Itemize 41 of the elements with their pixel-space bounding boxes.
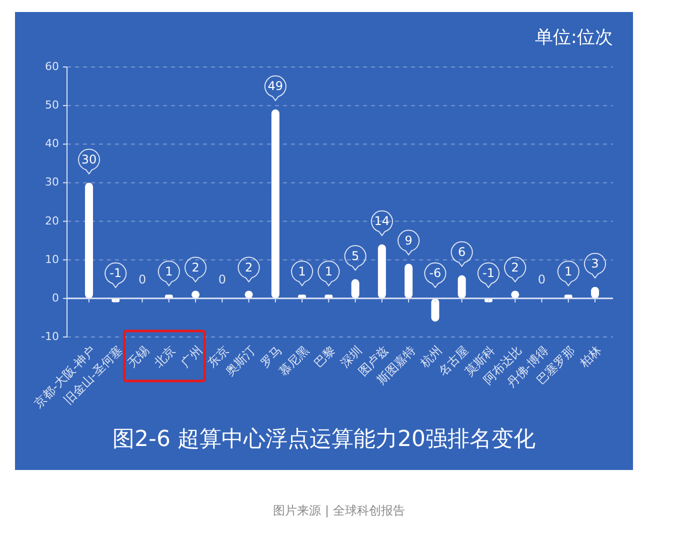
data-label: 30 [81,152,97,166]
y-tick-label: 50 [45,98,59,112]
data-label: 2 [244,260,253,274]
y-tick-label: 20 [45,214,59,228]
data-label: 1 [564,264,572,278]
y-tick-label: 10 [45,252,59,266]
x-tick-label: 无锡 [124,343,152,370]
bar [458,275,466,298]
data-label: 6 [458,245,466,260]
bar [271,109,280,298]
data-label: 0 [138,272,146,287]
x-tick-label: 北京 [151,343,178,370]
y-tick-label: 30 [45,176,59,189]
data-label: -1 [482,266,494,280]
bar [378,244,386,298]
data-label: 0 [218,272,226,287]
data-label: 1 [324,264,333,278]
y-tick-label: 0 [52,291,59,304]
x-tick-label: 巴黎 [311,343,338,370]
text: 图片来源 | 全球科创报告 [273,503,405,518]
y-tick-label: 40 [45,137,59,150]
data-label: 0 [538,272,546,287]
data-label: 1 [165,264,173,278]
text: 图2-6 超算中心浮点运算能力20强排名变化 [112,427,536,452]
x-tick-label: 广州 [178,343,205,370]
data-label: 9 [404,233,412,248]
data-label: 5 [351,248,360,263]
y-tick-label: 60 [45,60,59,74]
bar [85,182,93,298]
data-label: -1 [110,266,122,280]
data-label: 3 [591,256,599,271]
y-tick-label: -10 [41,330,59,344]
data-label: 14 [374,214,390,228]
y-axis-title: 单位:位次 [534,26,613,48]
data-label: 49 [268,79,284,94]
data-label: 1 [298,264,306,278]
data-label: -6 [429,266,442,280]
bar [404,264,413,298]
data-label: 2 [511,260,519,274]
x-tick-label: 柏林 [576,343,604,372]
data-label: 2 [192,260,200,274]
